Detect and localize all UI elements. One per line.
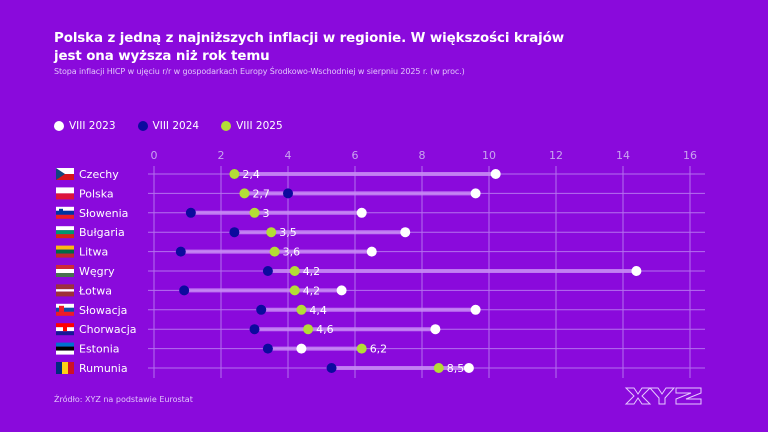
data-label-2025: 8,5 (447, 362, 465, 375)
data-label-2025: 2,4 (242, 168, 260, 181)
legend: VIII 2023 VIII 2024 VIII 2025 (54, 120, 283, 132)
dot-2025 (433, 363, 444, 373)
chart-subtitle: Stopa inflacji HICP w ujęciu r/r w gospo… (54, 67, 465, 76)
source-note: Źródło: XYZ na podstawie Eurostat (54, 395, 193, 404)
x-tick-label: 0 (151, 149, 158, 162)
dot-2023 (470, 304, 481, 315)
dot-2024 (179, 285, 190, 296)
country-label: Słowenia (79, 207, 128, 220)
flag-hr-icon (56, 323, 74, 336)
data-label-2025: 6,2 (370, 343, 388, 356)
data-label-2025: 3,6 (283, 246, 301, 259)
dot-2023 (356, 207, 367, 218)
dot-2024 (249, 324, 260, 335)
dot-2025 (356, 343, 367, 354)
x-tick-label: 14 (616, 149, 630, 162)
flag-si-icon (56, 206, 74, 219)
dot-2025 (303, 324, 314, 335)
dot-2025 (266, 227, 277, 238)
dot-2023 (631, 266, 642, 276)
logo-icon (624, 387, 702, 405)
dot-2025 (296, 304, 307, 315)
legend-marker-2024 (137, 121, 148, 131)
country-label: Łotwa (78, 284, 112, 297)
country-label: Słowacja (79, 304, 127, 317)
dot-2025 (269, 246, 280, 257)
dot-2025 (289, 285, 300, 296)
x-tick-label: 16 (683, 149, 697, 162)
country-label: Czechy (79, 168, 119, 181)
x-tick-label: 10 (482, 149, 496, 162)
data-label-2025: 4,6 (316, 323, 334, 336)
dot-2023 (366, 246, 377, 257)
country-label: Estonia (79, 343, 120, 356)
legend-label-2025: VIII 2025 (236, 120, 283, 132)
dot-2025 (249, 207, 260, 218)
dot-2024 (185, 207, 196, 218)
legend-marker-2023 (54, 121, 64, 131)
country-label: Węgry (79, 265, 115, 278)
dot-2023 (336, 285, 347, 296)
dot-2023 (296, 343, 307, 354)
flag-pl-icon (56, 187, 74, 200)
data-label-2025: 2,7 (252, 187, 270, 200)
dot-2023 (430, 324, 441, 335)
data-label-2025: 4,4 (309, 304, 327, 317)
flag-bg-icon (56, 226, 74, 239)
data-label-2025: 4,2 (303, 265, 321, 278)
country-label: Litwa (79, 246, 108, 259)
flag-sk-icon (56, 303, 74, 316)
xyz-logo (624, 384, 704, 412)
data-label-2025: 3,5 (279, 226, 297, 239)
dot-2025 (229, 169, 240, 179)
dot-2024 (229, 227, 240, 238)
dot-2023 (470, 188, 481, 199)
legend-item-2024: VIII 2024 (137, 120, 200, 132)
x-tick-label: 8 (419, 149, 426, 162)
flag-cz-icon (56, 168, 74, 180)
flag-ee-icon (56, 342, 74, 355)
country-label: Bułgaria (79, 226, 125, 239)
dot-2024 (262, 343, 273, 354)
flag-lv-icon (56, 284, 74, 297)
dot-2025 (289, 266, 300, 276)
dot-2024 (262, 266, 273, 276)
data-label-2025: 4,2 (303, 284, 321, 297)
dot-2024 (256, 304, 267, 315)
data-label-2025: 3 (263, 207, 270, 220)
chart-title: Polska z jedną z najniższych inflacji w … (54, 31, 564, 64)
country-label: Polska (79, 187, 114, 200)
dot-2024 (283, 188, 293, 199)
flag-lt-icon (56, 245, 74, 258)
x-tick-label: 6 (352, 149, 359, 162)
legend-label-2023: VIII 2023 (69, 120, 116, 132)
x-tick-label: 4 (285, 149, 292, 162)
legend-label-2024: VIII 2024 (152, 120, 200, 132)
dot-2023 (400, 227, 411, 238)
flag-hu-icon (56, 265, 74, 277)
dot-2023 (463, 363, 474, 373)
x-tick-label: 2 (218, 149, 225, 162)
country-label: Rumunia (79, 362, 128, 375)
dot-2023 (490, 169, 501, 179)
country-label: Chorwacja (79, 323, 137, 336)
dot-2025 (239, 188, 250, 199)
dot-2024 (175, 246, 186, 257)
legend-item-2023: VIII 2023 (54, 120, 116, 132)
dot-2024 (326, 363, 337, 373)
legend-marker-2025 (221, 121, 232, 131)
legend-item-2025: VIII 2025 (221, 120, 283, 132)
flag-ro-icon (56, 362, 74, 374)
x-tick-label: 12 (549, 149, 563, 162)
